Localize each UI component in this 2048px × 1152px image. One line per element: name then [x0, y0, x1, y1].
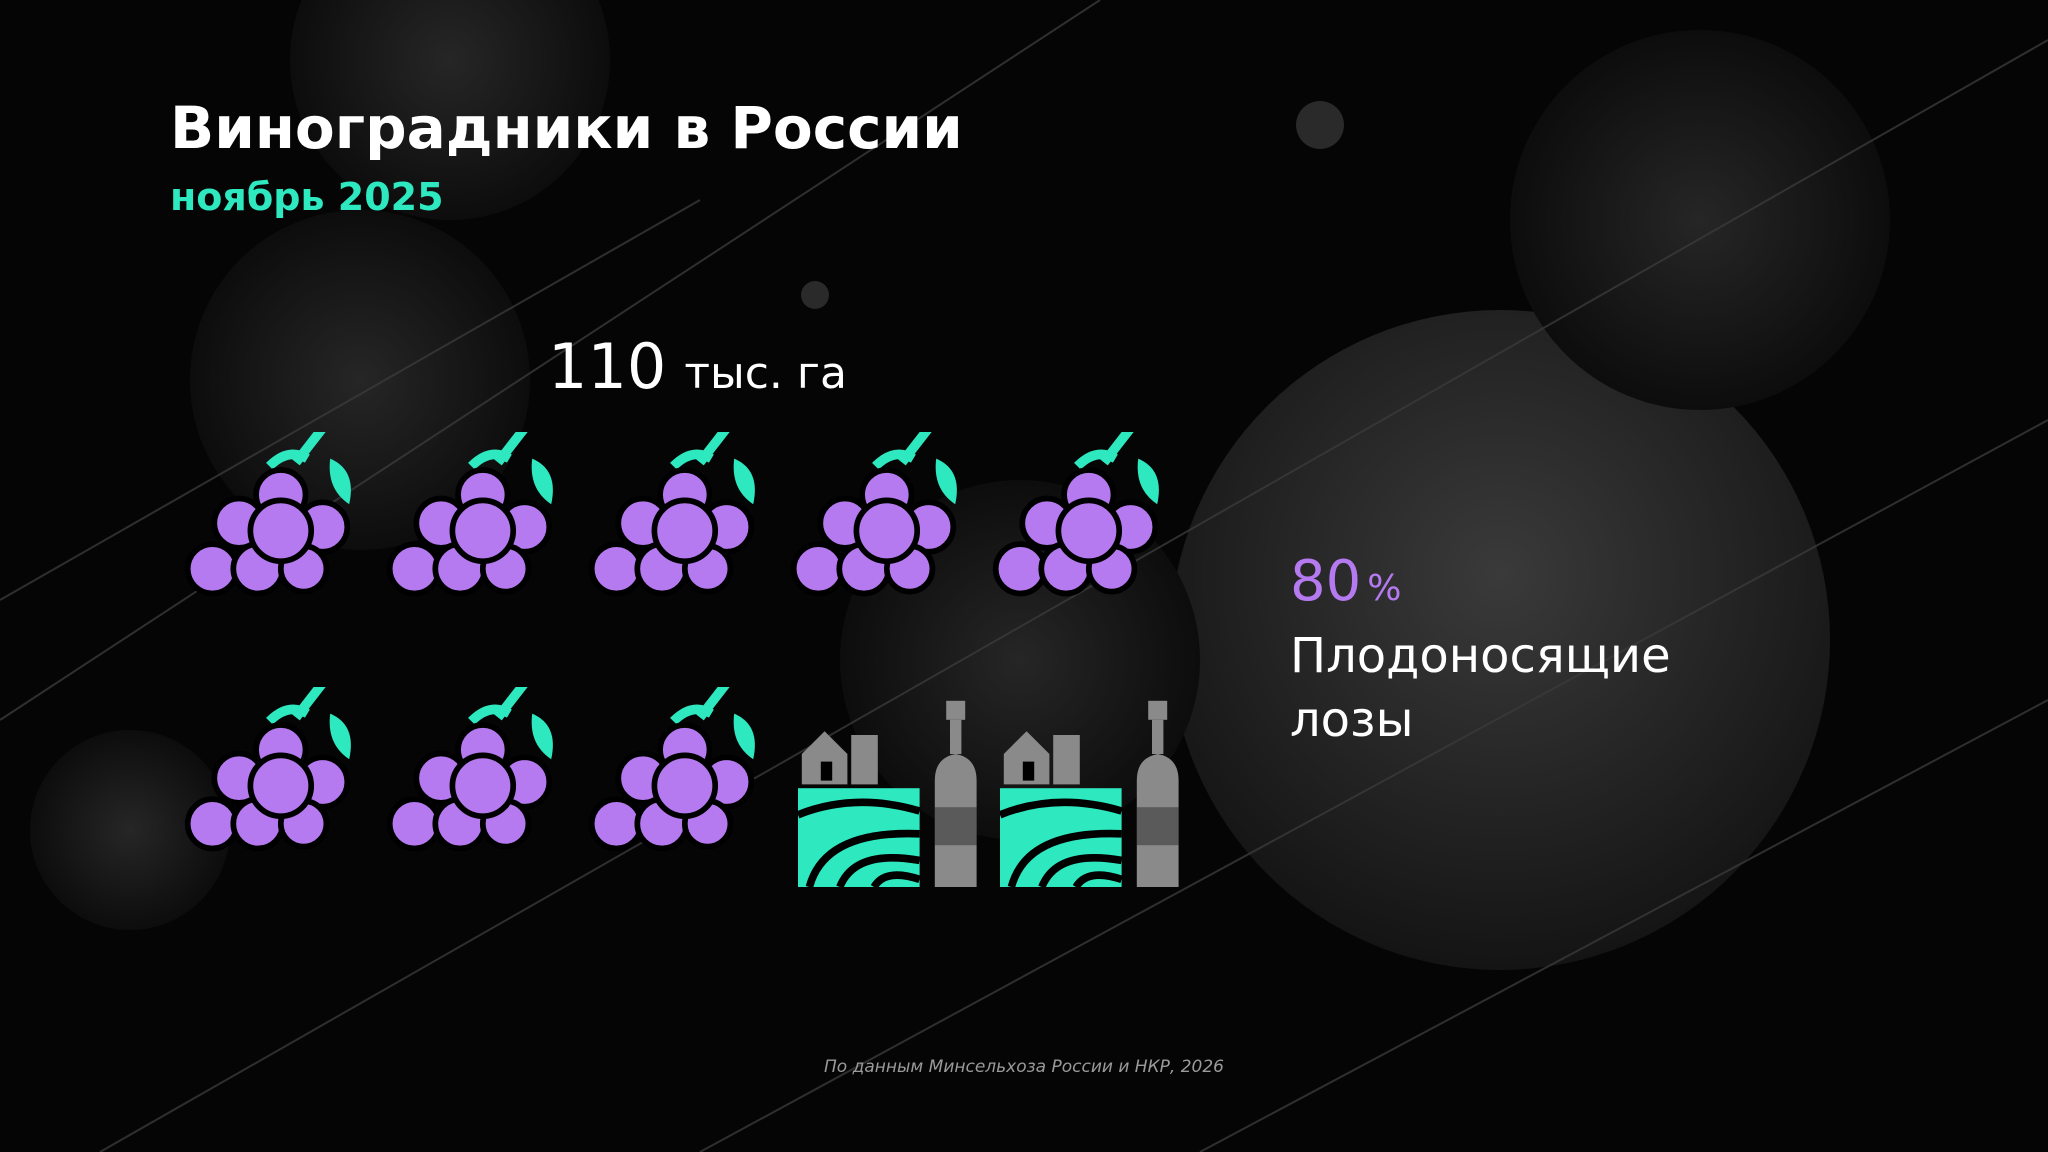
caption-line: Плодоносящие [1290, 628, 1671, 684]
total-value: 110 [548, 330, 666, 403]
total-unit: тыс. га [684, 348, 847, 399]
total: 110 тыс. га [548, 330, 847, 403]
share-unit: % [1367, 568, 1401, 609]
title: Виноградники в России [170, 94, 963, 162]
share-value: 80 [1290, 549, 1361, 614]
share: 80% [1290, 549, 1401, 614]
caption-line: лозы [1290, 692, 1413, 748]
source: По данным Минсельхоза России и НКР, 2026 [824, 1057, 1224, 1077]
subtitle: ноябрь 2025 [170, 175, 444, 219]
